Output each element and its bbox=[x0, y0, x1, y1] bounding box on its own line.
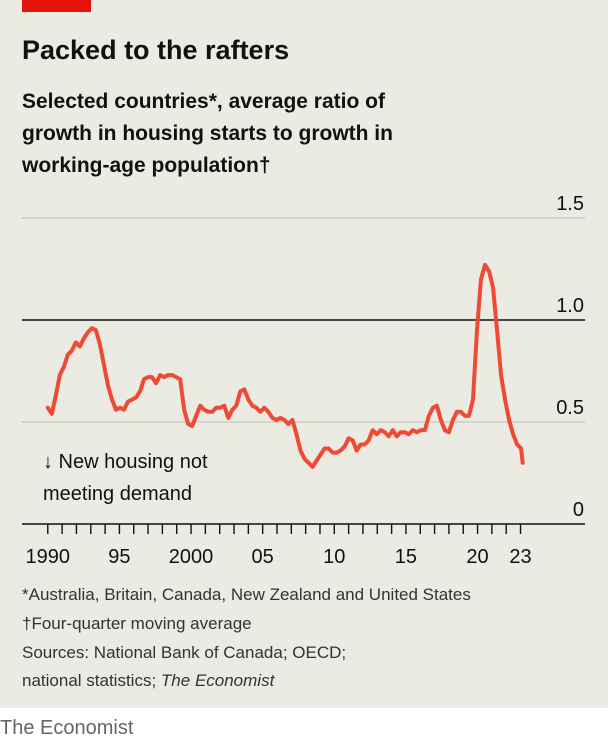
x-tick-label: 05 bbox=[252, 546, 274, 568]
x-tick-label: 95 bbox=[108, 546, 130, 568]
subtitle: working-age population† bbox=[21, 154, 271, 177]
footnote: †Four-quarter moving average bbox=[22, 614, 252, 633]
source: national statistics; The Economist bbox=[22, 671, 276, 690]
y-tick-label: 1.0 bbox=[556, 295, 584, 317]
source-text: national statistics; bbox=[22, 671, 156, 690]
chart-title: Packed to the rafters bbox=[22, 35, 289, 65]
annotation: ↓ New housing not bbox=[43, 451, 208, 473]
x-tick-label: 2000 bbox=[169, 546, 214, 568]
brand-bar bbox=[22, 0, 91, 12]
x-tick-label: 10 bbox=[323, 546, 345, 568]
source-italic: The Economist bbox=[161, 671, 276, 690]
annotation: meeting demand bbox=[43, 483, 192, 505]
x-tick-label: 1990 bbox=[26, 546, 71, 568]
data-line bbox=[45, 262, 525, 469]
y-tick-label: 1.5 bbox=[556, 193, 584, 215]
y-tick-label: 0 bbox=[573, 499, 584, 521]
x-tick-label: 20 bbox=[466, 546, 488, 568]
footnote: *Australia, Britain, Canada, New Zealand… bbox=[22, 585, 471, 604]
x-tick-label: 23 bbox=[509, 546, 531, 568]
credit: The Economist bbox=[0, 717, 134, 739]
y-tick-label: 0.5 bbox=[556, 397, 584, 419]
x-tick-label: 15 bbox=[395, 546, 417, 568]
subtitle: growth in housing starts to growth in bbox=[22, 122, 393, 145]
subtitle: Selected countries*, average ratio of bbox=[22, 90, 386, 113]
source: Sources: National Bank of Canada; OECD; bbox=[22, 643, 346, 662]
